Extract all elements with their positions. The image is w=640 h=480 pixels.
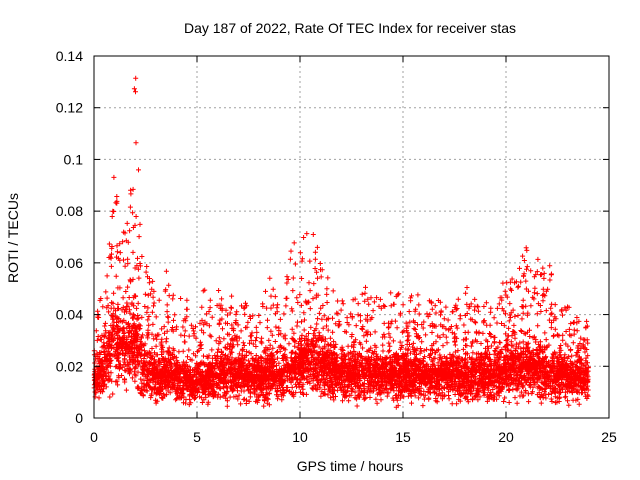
roti-points bbox=[91, 75, 591, 410]
x-tick-label: 25 bbox=[601, 429, 617, 445]
plot-frame bbox=[93, 55, 610, 419]
y-tick-label: 0.08 bbox=[56, 203, 83, 219]
y-axis-label: ROTI / TECUs bbox=[5, 193, 21, 283]
y-tick-label: 0.06 bbox=[56, 255, 83, 271]
chart-title: Day 187 of 2022, Rate Of TEC Index for r… bbox=[184, 20, 516, 36]
y-tick-label: 0.1 bbox=[64, 151, 84, 167]
x-tick-label: 10 bbox=[292, 429, 308, 445]
x-tick-label: 5 bbox=[193, 429, 201, 445]
axis-ticks bbox=[93, 55, 610, 419]
x-axis-label: GPS time / hours bbox=[297, 458, 404, 474]
x-tick-label: 20 bbox=[498, 429, 514, 445]
x-tick-label: 0 bbox=[90, 429, 98, 445]
y-tick-label: 0.02 bbox=[56, 358, 83, 374]
tick-labels: 0 5 10 15 20 25 0 0.02 0.04 0.06 0.08 0.1 0.12 0.14 bbox=[56, 48, 617, 445]
data-points bbox=[91, 75, 591, 410]
x-tick-label: 15 bbox=[395, 429, 411, 445]
y-tick-label: 0.12 bbox=[56, 100, 83, 116]
y-tick-label: 0 bbox=[75, 410, 83, 426]
y-tick-label: 0.14 bbox=[56, 48, 83, 64]
y-tick-label: 0.04 bbox=[56, 307, 83, 323]
